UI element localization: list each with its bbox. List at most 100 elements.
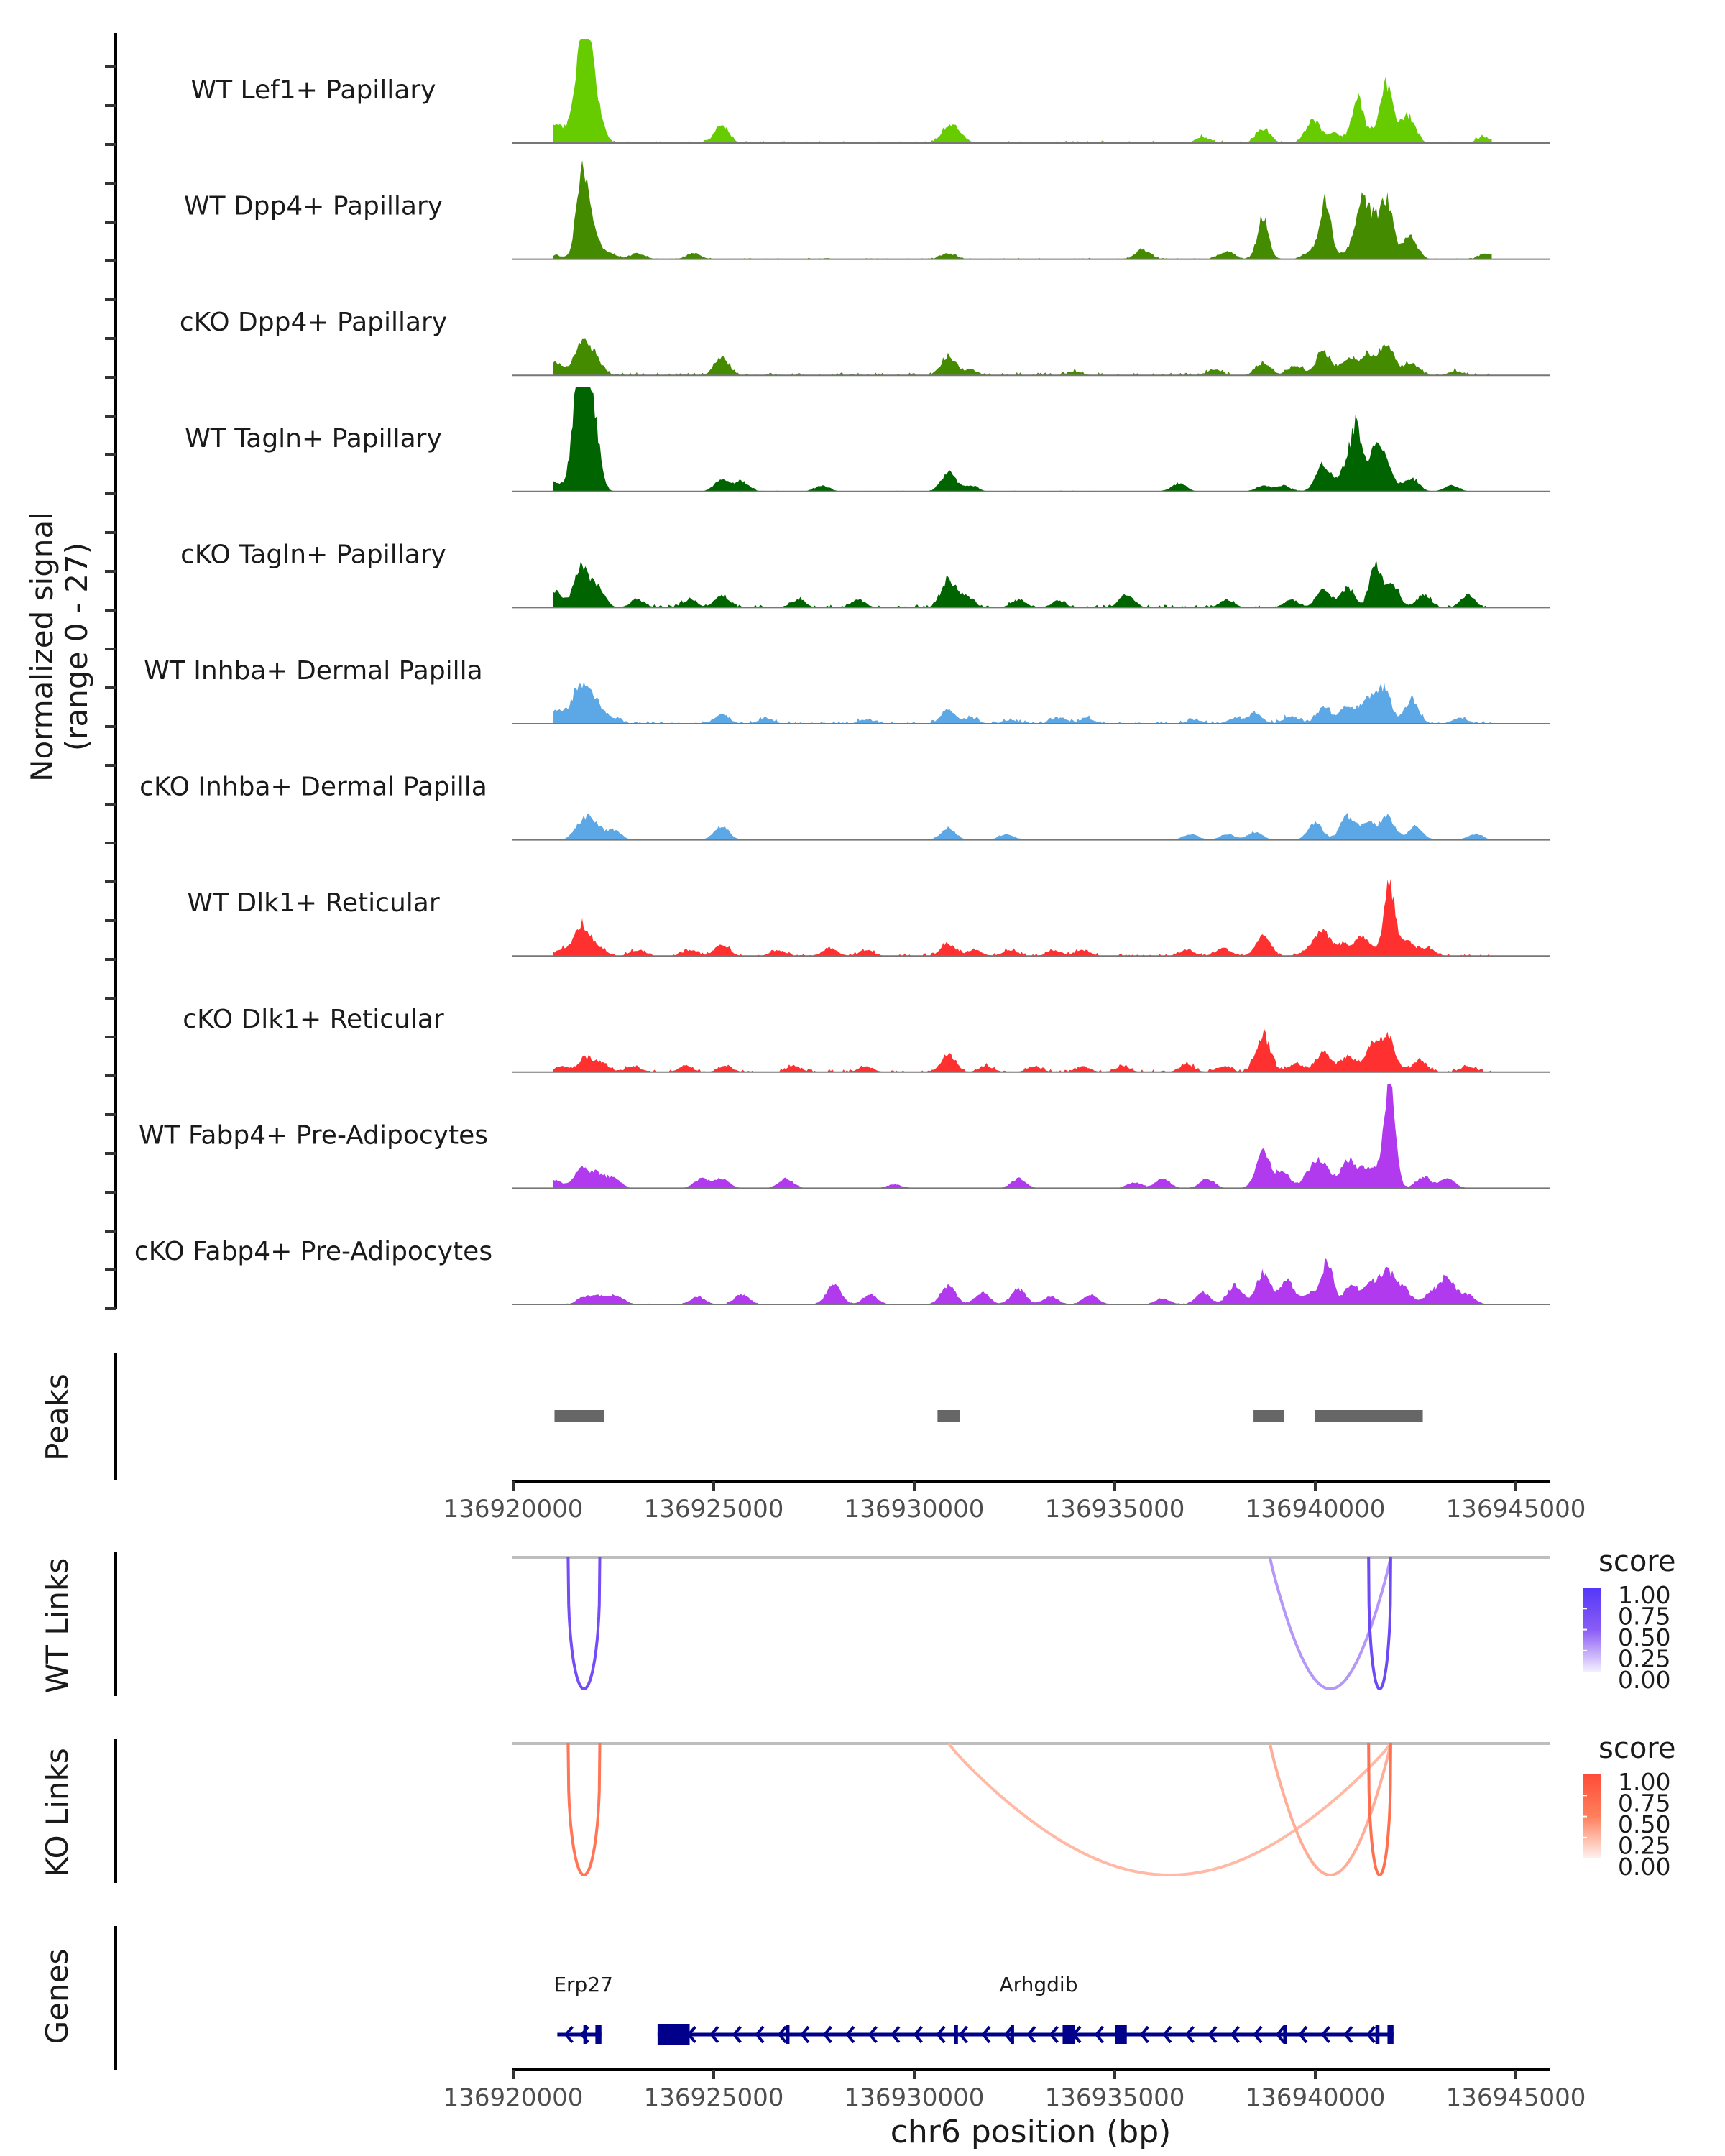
strand-arrow-icon	[1162, 2025, 1172, 2044]
strand-arrow-icon	[777, 2025, 787, 2044]
strand-arrow-icon	[1343, 2025, 1353, 2044]
strand-arrow-icon	[1366, 2025, 1376, 2044]
x-tick-label: 136925000	[644, 2083, 784, 2112]
legend-title: score	[1598, 1732, 1675, 1765]
gene-name-label: Arhgdib	[999, 1973, 1077, 1996]
gene-exon	[1375, 2025, 1380, 2044]
strand-arrow-icon	[891, 2025, 901, 2044]
link-arc	[566, 1743, 602, 1877]
strand-arrow-icon	[1184, 2025, 1195, 2044]
x-tick-label: 136925000	[644, 1495, 784, 1524]
track-label: cKO Fabp4+ Pre-Adipocytes	[134, 1237, 492, 1266]
legend-tick-label: 0.25	[1618, 1645, 1670, 1673]
strand-arrow-icon	[709, 2025, 719, 2044]
coverage-track: WT Dlk1+ Reticular	[187, 878, 1550, 957]
genes-track: Erp27 Arhgdib	[553, 1973, 1394, 2045]
strand-arrow-icon	[1049, 2025, 1059, 2044]
coverage-track: WT Dpp4+ Papillary	[184, 160, 1550, 260]
y-axis-title-line-2: (range 0 - 27)	[59, 543, 94, 751]
ko-links-track-label: KO Links	[40, 1748, 75, 1877]
y-axis-title: Normalized signal (range 0 - 27)	[24, 512, 94, 782]
coverage-area	[553, 39, 1492, 143]
wt-links-track-label: WT Links	[40, 1558, 75, 1693]
track-label: WT Dpp4+ Papillary	[184, 192, 443, 221]
legend-title: score	[1598, 1545, 1675, 1578]
x-tick-label: 136940000	[1246, 1495, 1386, 1524]
coverage-track: cKO Dpp4+ Papillary	[180, 308, 1550, 377]
peak-region	[1254, 1410, 1284, 1422]
coverage-y-ticks	[105, 65, 116, 1310]
x-axis-title: chr6 position (bp)	[891, 2114, 1172, 2150]
legend-tick-label: 0.75	[1618, 1603, 1670, 1631]
strand-arrow-icon	[1298, 2025, 1308, 2044]
x-tick-label: 136930000	[845, 2083, 985, 2112]
strand-arrow-icon	[958, 2025, 968, 2044]
legend-tick-label: 1.00	[1618, 1581, 1670, 1609]
track-label: WT Fabp4+ Pre-Adipocytes	[139, 1120, 488, 1150]
link-arc	[1367, 1743, 1392, 1877]
strand-arrow-icon	[1275, 2025, 1285, 2044]
peaks-label: Peaks	[40, 1373, 75, 1461]
legend-tick-label: 0.50	[1618, 1810, 1670, 1838]
strand-arrow-icon	[800, 2025, 810, 2044]
genes-label: Genes	[40, 1949, 75, 2045]
peaks-track-label: Peaks	[40, 1373, 75, 1461]
coverage-track: WT Tagln+ Papillary	[185, 387, 1550, 492]
coverage-area	[553, 813, 1492, 840]
track-label: WT Inhba+ Dermal Papilla	[144, 656, 482, 686]
strand-arrow-icon	[732, 2025, 742, 2044]
legend-tick-label: 0.25	[1618, 1832, 1670, 1860]
legend-tick-label: 0.75	[1618, 1789, 1670, 1818]
peak-region	[554, 1410, 604, 1422]
track-label: WT Dlk1+ Reticular	[187, 888, 439, 918]
gene-exon	[1115, 2025, 1127, 2044]
x-tick-label: 136945000	[1446, 2083, 1586, 2112]
x-tick-label: 136935000	[1045, 2083, 1185, 2112]
track-label: WT Tagln+ Papillary	[185, 424, 442, 453]
ko-links-legend: score 1.000.750.500.250.00	[1583, 1732, 1675, 1881]
coverage-area	[553, 559, 1492, 608]
legend-tick-label: 1.00	[1618, 1768, 1670, 1796]
peak-region	[937, 1410, 960, 1422]
strand-arrow-icon	[1094, 2025, 1104, 2044]
coverage-track: cKO Inhba+ Dermal Papilla	[139, 773, 1550, 841]
coverage-area	[553, 338, 1492, 376]
strand-arrow-icon	[822, 2025, 832, 2044]
x-tick-label: 136930000	[845, 1495, 985, 1524]
gene-exon	[786, 2025, 790, 2044]
coverage-track: cKO Tagln+ Papillary	[180, 540, 1550, 609]
coverage-area	[553, 878, 1492, 957]
peak-region	[1315, 1410, 1423, 1422]
gene-exon	[1387, 2025, 1394, 2044]
coverage-area	[553, 1258, 1492, 1304]
x-tick-label: 136945000	[1446, 1495, 1586, 1524]
strand-arrow-icon	[564, 2025, 574, 2044]
x-axis-top: 136920000 136925000 136930000 136935000 1369…	[443, 1480, 1586, 1524]
x-axis-bottom: 136920000 136925000 136930000 136935000 1369…	[443, 2068, 1586, 2112]
track-label: WT Lef1+ Papillary	[191, 75, 436, 105]
track-label: cKO Tagln+ Papillary	[180, 540, 446, 569]
coverage-tracks: WT Lef1+ Papillary WT Dpp4+ Papillary cKO …	[134, 39, 1550, 1305]
legend-tick-label: 0.50	[1618, 1623, 1670, 1651]
wt-links-track	[512, 1556, 1550, 1691]
coverage-track: cKO Fabp4+ Pre-Adipocytes	[134, 1237, 1550, 1305]
legend-tick-label: 0.00	[1618, 1853, 1670, 1881]
ko-links-track	[512, 1742, 1550, 1877]
strand-arrow-icon	[755, 2025, 765, 2044]
strand-arrow-icon	[981, 2025, 991, 2044]
coverage-area	[553, 387, 1492, 492]
gene-exon	[954, 2025, 958, 2044]
coverage-track: WT Inhba+ Dermal Papilla	[144, 656, 1550, 724]
strand-arrow-icon	[868, 2025, 878, 2044]
track-label: cKO Inhba+ Dermal Papilla	[139, 773, 487, 802]
coverage-area	[553, 681, 1492, 724]
track-label: cKO Dlk1+ Reticular	[183, 1005, 444, 1034]
link-arc	[566, 1557, 602, 1691]
gene-name-label: Erp27	[553, 1973, 613, 1996]
wt-links-legend: score 1.000.750.500.250.00	[1583, 1545, 1675, 1694]
wt-links-label: WT Links	[40, 1558, 75, 1693]
coverage-area	[553, 1084, 1492, 1189]
strand-arrow-icon	[1253, 2025, 1263, 2044]
x-tick-label: 136940000	[1246, 2083, 1386, 2112]
